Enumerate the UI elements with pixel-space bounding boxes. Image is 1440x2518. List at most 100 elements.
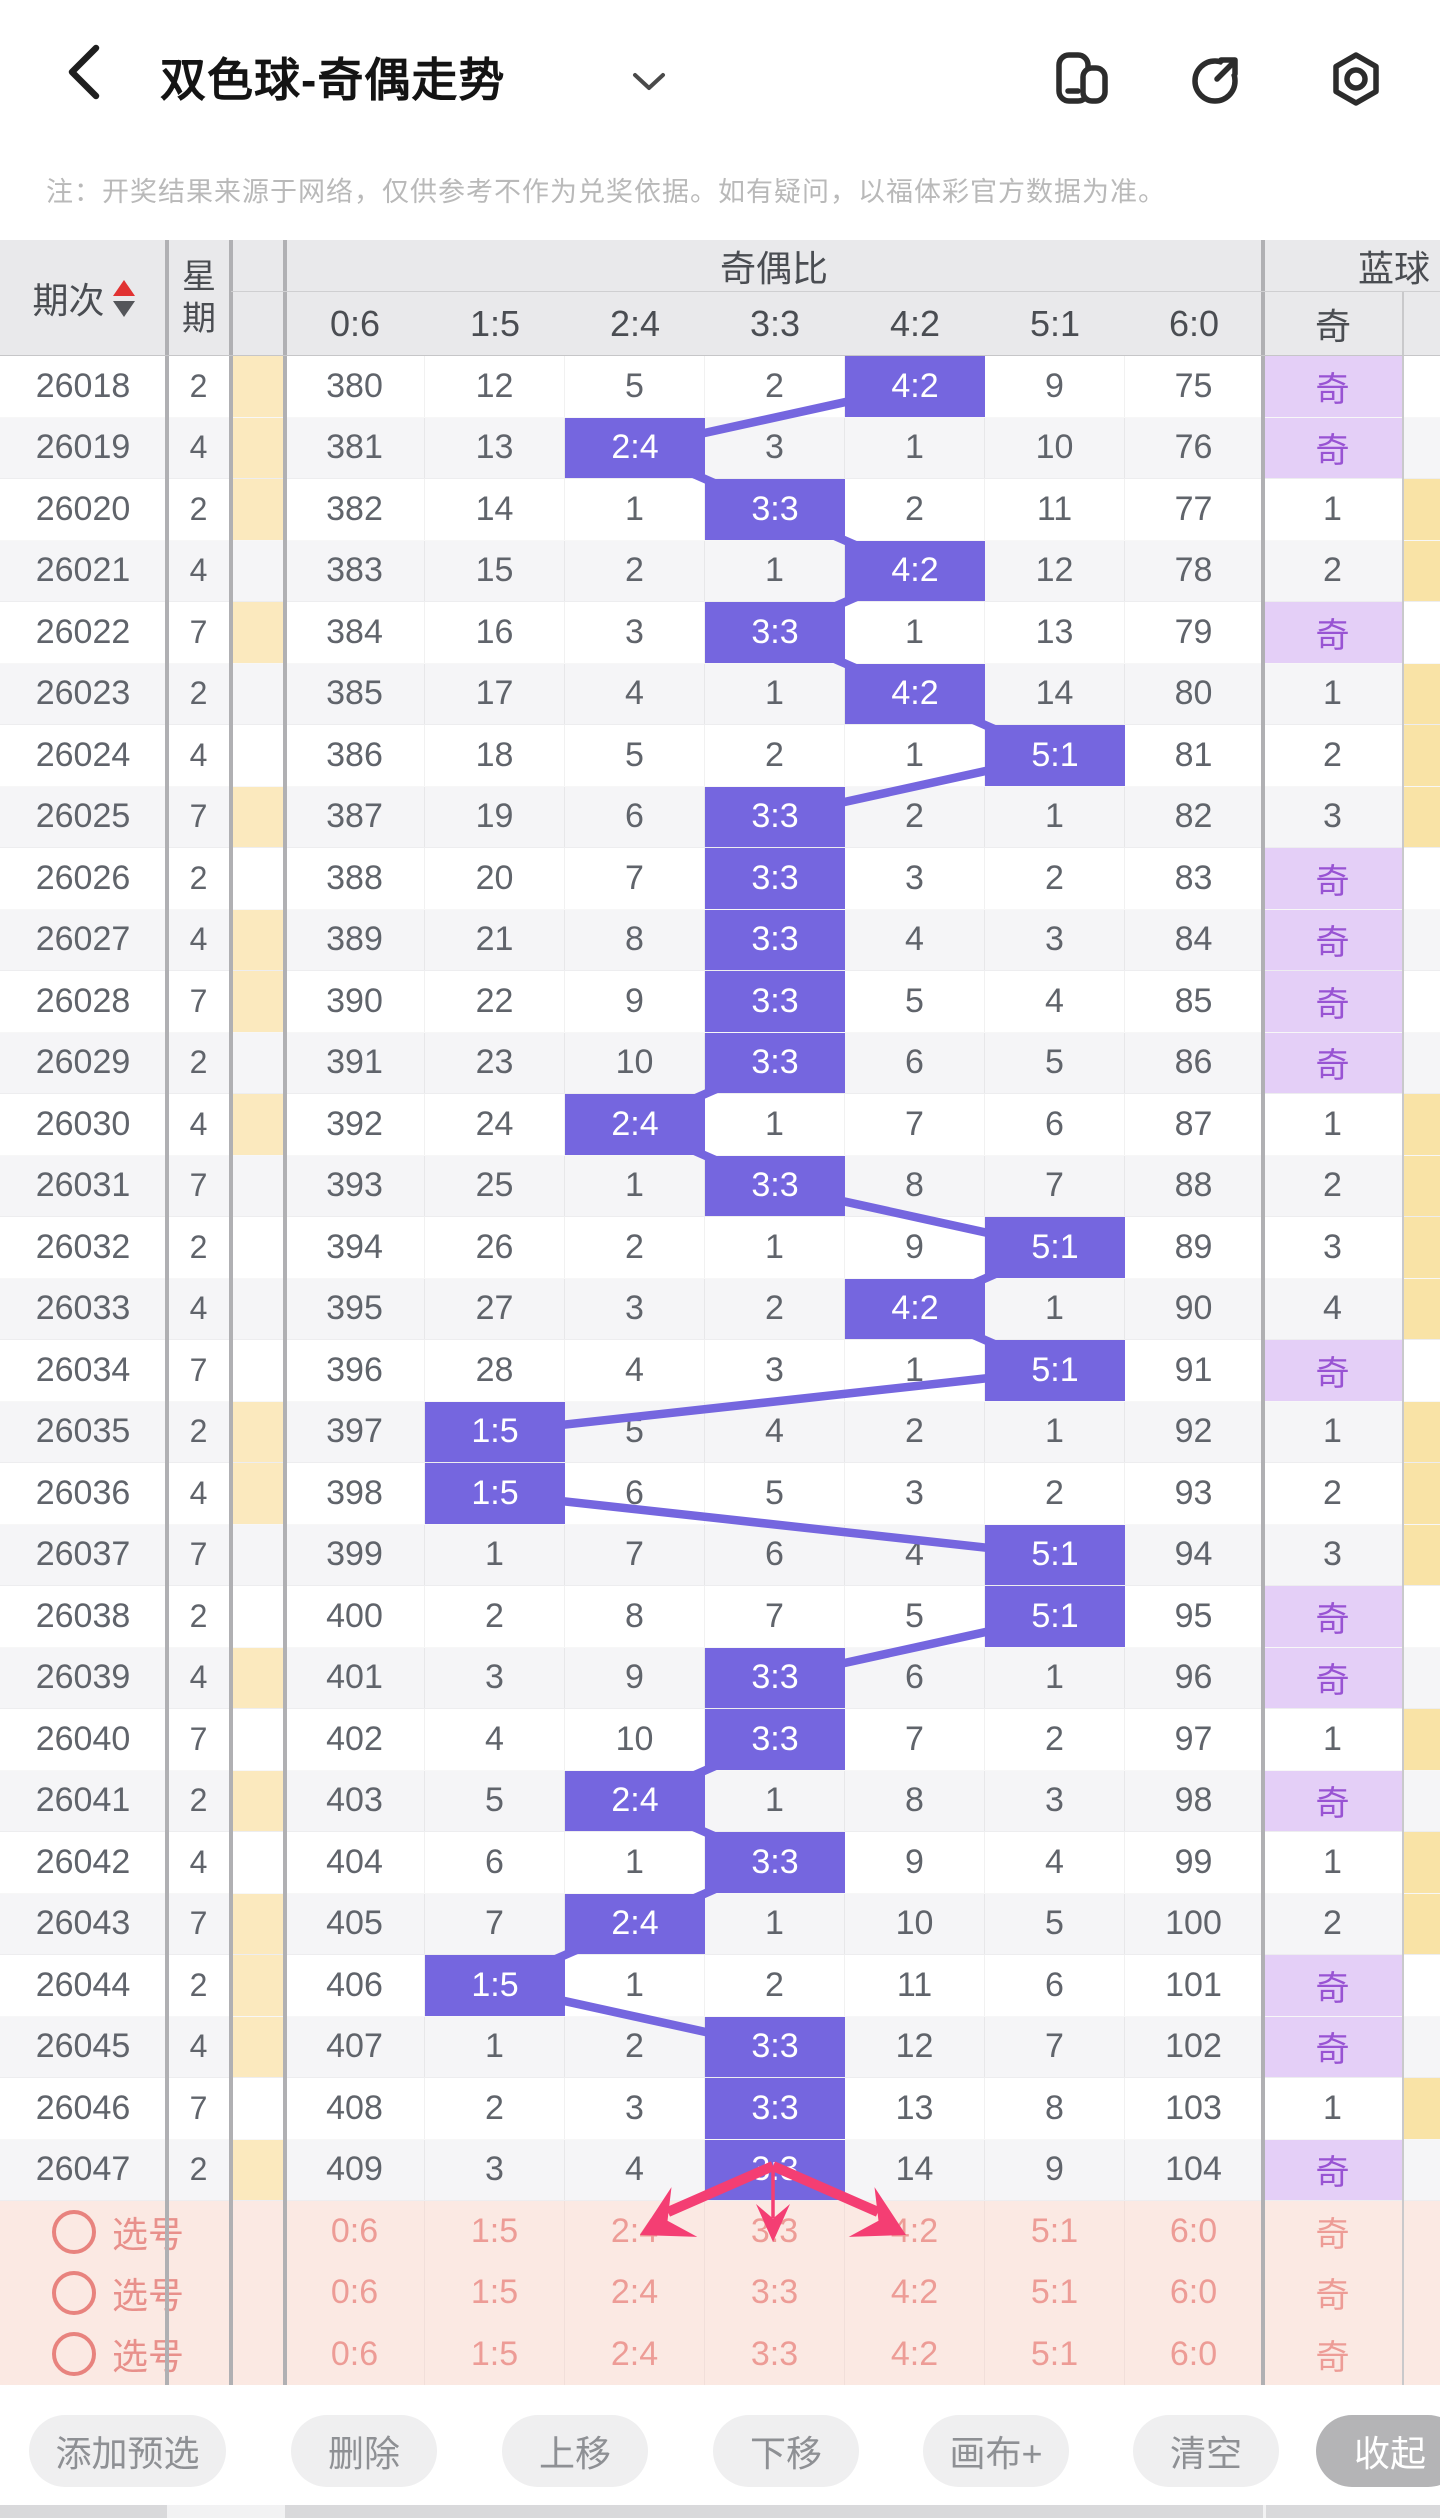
cell-ratio-highlight: 4:2 xyxy=(845,356,985,417)
selection-radio[interactable] xyxy=(52,2209,96,2254)
cell-period: 26037 xyxy=(0,1524,167,1585)
header-period-label: 期次 xyxy=(32,280,105,321)
cell-ratio: 6 xyxy=(705,1524,845,1585)
cell-blue-odd: 奇 xyxy=(1263,356,1403,417)
back-icon[interactable] xyxy=(56,40,120,104)
chevron-down-icon[interactable] xyxy=(632,72,666,92)
cell-week: 2 xyxy=(167,848,231,909)
toolbar-button-2[interactable]: 删除 xyxy=(291,2415,437,2487)
cell-ratio: 1 xyxy=(425,1524,565,1585)
cell-ratio: 2 xyxy=(565,1217,705,1278)
subheader-blue-odd[interactable]: 奇 xyxy=(1263,292,1403,356)
cell-ratio: 3 xyxy=(845,848,985,909)
selection-ratio-option[interactable]: 3:3 xyxy=(705,2262,845,2324)
cell-marker xyxy=(231,663,285,724)
cell-blue-even-partial xyxy=(1403,1217,1440,1278)
toolbar-button-7[interactable]: 收起 xyxy=(1316,2415,1440,2487)
cell-ratio: 22 xyxy=(425,971,565,1032)
cell-ratio: 386 xyxy=(285,725,425,786)
selection-radio[interactable] xyxy=(52,2270,96,2315)
cell-blue-even-partial xyxy=(1403,786,1440,847)
subheader-ratio-3:3[interactable]: 3:3 xyxy=(705,292,845,356)
selection-ratio-option[interactable]: 6:0 xyxy=(1125,2323,1263,2385)
cell-blue-odd: 1 xyxy=(1263,479,1403,540)
cell-ratio: 103 xyxy=(1125,2078,1263,2139)
cell-ratio: 12 xyxy=(985,540,1125,601)
cell-week: 4 xyxy=(167,1463,231,1524)
subheader-ratio-4:2[interactable]: 4:2 xyxy=(845,292,985,356)
selection-ratio-option[interactable]: 4:2 xyxy=(845,2323,985,2385)
cell-blue-even-partial xyxy=(1403,1771,1440,1832)
selection-ratio-option[interactable]: 4:2 xyxy=(845,2262,985,2324)
cell-marker xyxy=(231,1032,285,1093)
selection-ratio-option[interactable]: 6:0 xyxy=(1125,2201,1263,2263)
cell-blue-odd: 奇 xyxy=(1263,602,1403,663)
settings-icon[interactable] xyxy=(1328,50,1384,108)
cell-blue-even-partial xyxy=(1403,910,1440,971)
subheader-ratio-2:4[interactable]: 2:4 xyxy=(565,292,705,356)
cell-blue-odd: 2 xyxy=(1263,1893,1403,1954)
cell-ratio: 92 xyxy=(1125,1401,1263,1462)
selection-ratio-option[interactable]: 1:5 xyxy=(425,2262,565,2324)
toolbar-button-3[interactable]: 上移 xyxy=(502,2415,648,2487)
subheader-ratio-1:5[interactable]: 1:5 xyxy=(425,292,565,356)
selection-ratio-option[interactable]: 2:4 xyxy=(565,2201,705,2263)
selection-ratio-option[interactable]: 6:0 xyxy=(1125,2262,1263,2324)
selection-ratio-option[interactable]: 5:1 xyxy=(985,2262,1125,2324)
cell-ratio: 5 xyxy=(705,1463,845,1524)
cell-ratio: 10 xyxy=(985,417,1125,478)
cell-marker xyxy=(231,417,285,478)
cell-ratio: 4 xyxy=(425,1709,565,1770)
cell-blue-odd: 奇 xyxy=(1263,1340,1403,1401)
toolbar-button-1[interactable]: 添加预选 xyxy=(29,2415,226,2487)
cell-ratio: 1 xyxy=(845,725,985,786)
selection-ratio-option[interactable]: 3:3 xyxy=(705,2323,845,2385)
cell-marker xyxy=(231,1893,285,1954)
selection-ratio-option[interactable]: 0:6 xyxy=(285,2201,425,2263)
selection-ratio-option[interactable]: 2:4 xyxy=(565,2262,705,2324)
cell-ratio: 1 xyxy=(985,1278,1125,1339)
toolbar-button-4[interactable]: 下移 xyxy=(713,2415,859,2487)
sort-icon[interactable] xyxy=(112,279,135,317)
selection-ratio-option[interactable]: 4:2 xyxy=(845,2201,985,2263)
multi-window-icon[interactable] xyxy=(1054,50,1110,108)
cell-period: 26039 xyxy=(0,1647,167,1708)
selection-ratio-option[interactable]: 3:3 xyxy=(705,2201,845,2263)
cell-period: 26036 xyxy=(0,1463,167,1524)
selection-ratio-option[interactable]: 1:5 xyxy=(425,2323,565,2385)
selection-ratio-option[interactable]: 2:4 xyxy=(565,2323,705,2385)
cell-ratio: 3 xyxy=(565,602,705,663)
share-icon[interactable] xyxy=(1188,50,1244,108)
selection-ratio-option[interactable]: 5:1 xyxy=(985,2201,1125,2263)
cell-week: 2 xyxy=(167,479,231,540)
cell-blue-even-partial xyxy=(1403,356,1440,417)
cell-ratio: 75 xyxy=(1125,356,1263,417)
selection-radio[interactable] xyxy=(52,2332,96,2377)
toolbar-button-6[interactable]: 清空 xyxy=(1133,2415,1279,2487)
header-period[interactable]: 期次 xyxy=(0,240,167,356)
selection-ratio-option[interactable]: 0:6 xyxy=(285,2262,425,2324)
cell-week: 7 xyxy=(167,2078,231,2139)
cell-blue-odd: 奇 xyxy=(1263,1770,1403,1831)
selection-blue-odd-option[interactable]: 奇 xyxy=(1263,2323,1403,2385)
subheader-ratio-5:1[interactable]: 5:1 xyxy=(985,292,1125,356)
cell-period: 26024 xyxy=(0,725,167,786)
toolbar-button-5[interactable]: 画布+ xyxy=(923,2415,1069,2487)
selection-ratio-option[interactable]: 1:5 xyxy=(425,2201,565,2263)
header-divider xyxy=(231,291,1440,292)
subheader-ratio-0:6[interactable]: 0:6 xyxy=(285,292,425,356)
selection-ratio-option[interactable]: 0:6 xyxy=(285,2323,425,2385)
cell-ratio: 24 xyxy=(425,1094,565,1155)
selection-blue-odd-option[interactable]: 奇 xyxy=(1263,2262,1403,2324)
cell-week: 4 xyxy=(167,1647,231,1708)
selection-ratio-option[interactable]: 5:1 xyxy=(985,2323,1125,2385)
subheader-ratio-6:0[interactable]: 6:0 xyxy=(1125,292,1263,356)
cell-ratio: 80 xyxy=(1125,663,1263,724)
cell-marker xyxy=(231,1770,285,1831)
cell-week: 4 xyxy=(167,1278,231,1339)
cell-blue-odd: 奇 xyxy=(1263,971,1403,1032)
selection-blue-odd-option[interactable]: 奇 xyxy=(1263,2201,1403,2263)
cell-ratio: 1 xyxy=(845,1340,985,1401)
cell-blue-even-partial xyxy=(1403,602,1440,663)
header-ratio-group-label: 奇偶比 xyxy=(719,248,828,289)
